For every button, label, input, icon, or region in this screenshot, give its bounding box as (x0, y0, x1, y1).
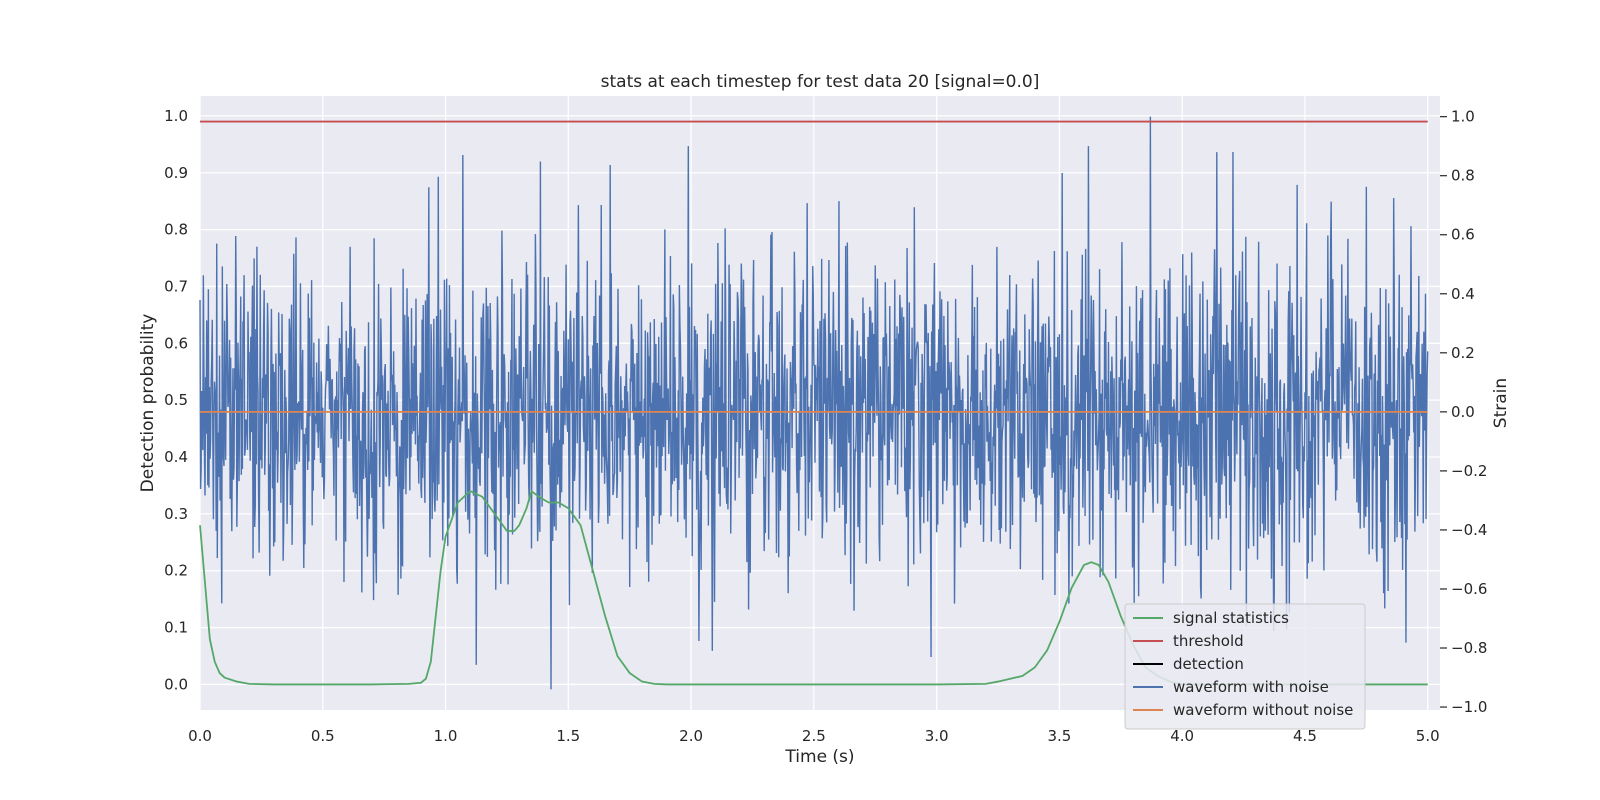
y-tick-label: 0.4 (164, 448, 188, 466)
y-tick-label: 0.8 (164, 221, 188, 239)
legend-label: waveform without noise (1173, 701, 1353, 719)
x-tick-label: 2.0 (679, 727, 703, 745)
series-layer (199, 116, 1429, 690)
legend-label: waveform with noise (1173, 678, 1329, 696)
y-right-tick-label: −0.8 (1451, 639, 1487, 657)
legend-label: detection (1173, 655, 1244, 673)
legend-label: threshold (1173, 632, 1244, 650)
series-signal-statistics (199, 489, 1428, 686)
y-right-tick-label: 0.6 (1451, 226, 1475, 244)
y-axis-left: 0.0 0.1 0.2 0.3 0.4 0.5 0.6 0.7 0.8 0.9 1.0 (164, 107, 188, 694)
y-tick-label: 0.1 (164, 619, 188, 637)
x-axis-title: Time (s) (784, 747, 854, 767)
x-tick-label: 2.5 (802, 727, 826, 745)
y-tick-label: 0.0 (164, 675, 188, 693)
legend-box (1124, 603, 1366, 730)
series-waveform-with-noise (199, 116, 1429, 690)
legend: signal statistics threshold detection wavef… (1124, 603, 1366, 730)
y-right-tick-label: 1.0 (1451, 108, 1475, 126)
y-right-tick-label: 0.8 (1451, 167, 1475, 185)
y-tick-label: 0.7 (164, 277, 188, 295)
legend-label: signal statistics (1173, 609, 1289, 627)
x-tick-label: 4.0 (1170, 727, 1194, 745)
y-right-tick-label: 0.2 (1451, 344, 1475, 362)
y-tick-label: 0.5 (164, 391, 188, 409)
x-tick-label: 5.0 (1416, 727, 1440, 745)
y-right-tick-label: −0.4 (1451, 521, 1487, 539)
x-tick-label: 3.5 (1047, 727, 1071, 745)
x-tick-label: 0.0 (188, 727, 212, 745)
x-axis: 0.0 0.5 1.0 1.5 2.0 2.5 3.0 3.5 4.0 4.5 5.0 (188, 727, 1440, 745)
x-tick-label: 1.5 (556, 727, 580, 745)
y-right-tick-label: −0.6 (1451, 580, 1487, 598)
y-axis-title: Detection probability (138, 314, 158, 493)
y-axis-right-title: Strain (1491, 378, 1511, 428)
y-tick-label: 0.3 (164, 505, 188, 523)
y-right-tick-label: −1.0 (1451, 698, 1487, 716)
x-tick-label: 1.0 (434, 727, 458, 745)
y-right-tick-label: 0.4 (1451, 285, 1475, 303)
y-right-tick-label: 0.0 (1451, 403, 1475, 421)
chart-title: stats at each timestep for test data 20 … (601, 72, 1040, 92)
y-tick-label: 1.0 (164, 107, 188, 125)
y-tick-label: 0.9 (164, 164, 188, 182)
x-tick-label: 4.5 (1293, 727, 1317, 745)
y-axis-right: −1.0 −0.8 −0.6 −0.4 −0.2 0.0 0.2 0.4 0.6 0.8 1.0 (1440, 108, 1487, 716)
x-tick-label: 0.5 (311, 727, 335, 745)
x-tick-label: 3.0 (925, 727, 949, 745)
y-right-tick-label: −0.2 (1451, 462, 1487, 480)
y-tick-label: 0.6 (164, 334, 188, 352)
y-tick-label: 0.2 (164, 562, 188, 580)
